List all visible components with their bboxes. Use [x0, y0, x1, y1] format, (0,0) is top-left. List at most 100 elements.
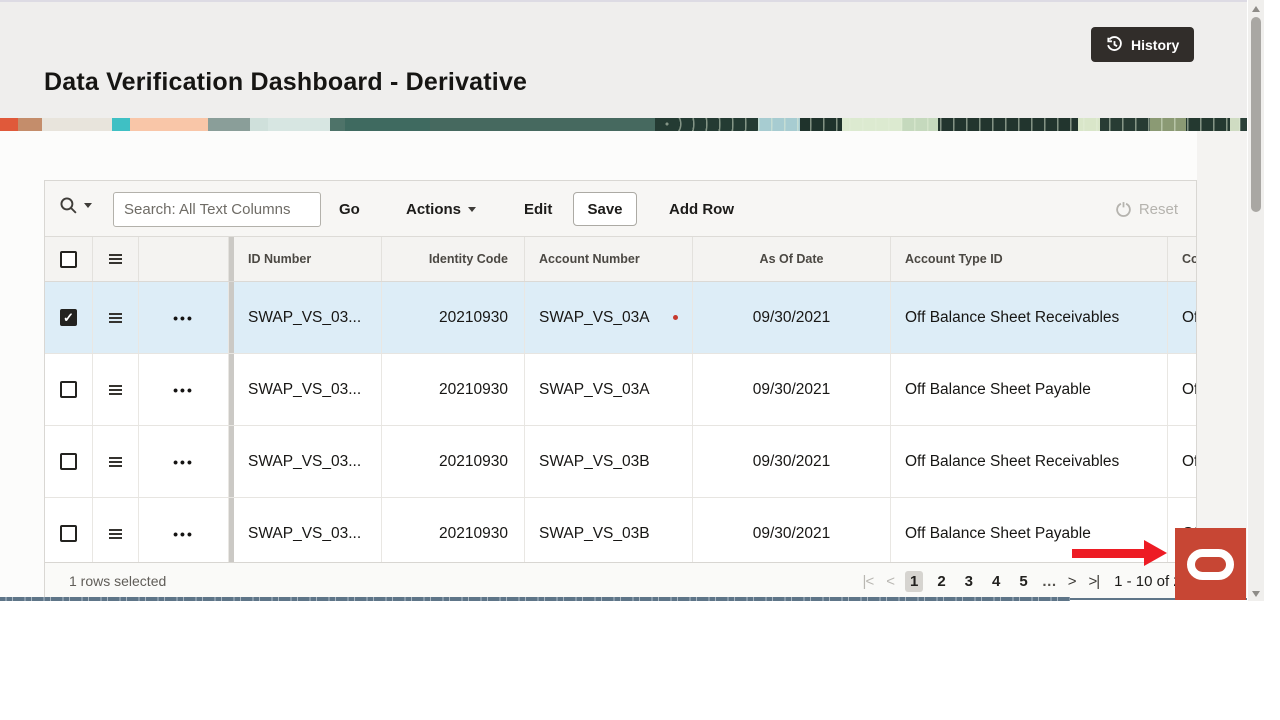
- cell-id-number[interactable]: SWAP_VS_03...: [234, 282, 382, 353]
- edit-button[interactable]: Edit: [524, 181, 552, 237]
- previous-page-button[interactable]: <: [886, 572, 895, 590]
- search-icon: [59, 196, 78, 215]
- next-page-button[interactable]: >: [1067, 572, 1077, 590]
- column-header-co[interactable]: Co: [1182, 252, 1196, 266]
- cell-account-number[interactable]: SWAP_VS_03B: [525, 498, 693, 569]
- column-header-account-type-id[interactable]: Account Type ID: [891, 237, 1168, 281]
- add-row-button-label: Add Row: [669, 200, 734, 218]
- page-number[interactable]: 4: [987, 571, 1005, 592]
- cell-account-type-id[interactable]: Off Balance Sheet Payable: [891, 354, 1168, 425]
- oracle-chat-widget-button[interactable]: [1175, 528, 1246, 600]
- menu-icon: [109, 528, 122, 539]
- row-checkbox[interactable]: [60, 453, 77, 470]
- cell-account-type-id[interactable]: Off Balance Sheet Receivables: [891, 426, 1168, 497]
- select-all-cell[interactable]: [45, 237, 93, 281]
- column-header-as-of-date[interactable]: As Of Date: [693, 237, 891, 281]
- search-input[interactable]: [113, 192, 321, 227]
- page-number[interactable]: 5: [1014, 571, 1032, 592]
- row-actions-icon: •••: [173, 309, 194, 326]
- vertical-scrollbar[interactable]: [1248, 0, 1264, 601]
- row-select-cell[interactable]: [45, 354, 93, 425]
- cell-account-number[interactable]: SWAP_VS_03B: [525, 426, 693, 497]
- cell-identity-code[interactable]: 20210930: [382, 498, 525, 569]
- chevron-down-icon: [468, 206, 477, 212]
- cell-account-type-id[interactable]: Off Balance Sheet Receivables: [891, 282, 1168, 353]
- actions-button-label: Actions: [406, 200, 462, 218]
- row-actions-cell[interactable]: •••: [139, 426, 229, 497]
- cell-id-number[interactable]: SWAP_VS_03...: [234, 426, 382, 497]
- cell-co[interactable]: Of: [1182, 452, 1197, 470]
- table-row: ••• SWAP_VS_03... 20210930 SWAP_VS_03B 0…: [45, 498, 1196, 570]
- column-header-id-number[interactable]: ID Number: [234, 237, 382, 281]
- page-number[interactable]: 1: [904, 570, 924, 592]
- page-header: Data Verification Dashboard - Derivative…: [0, 0, 1247, 118]
- search-scope-button[interactable]: [59, 196, 92, 215]
- chevron-down-icon: [84, 203, 92, 208]
- row-select-cell[interactable]: [45, 498, 93, 569]
- page-bottom-line: [1070, 598, 1247, 600]
- cell-co[interactable]: Of: [1182, 308, 1197, 326]
- right-margin-strip: [1197, 131, 1247, 597]
- scroll-up-arrow-icon[interactable]: [1252, 6, 1260, 12]
- row-actions-cell[interactable]: •••: [139, 282, 229, 353]
- decorative-banner: [0, 118, 1247, 131]
- cell-id-number[interactable]: SWAP_VS_03...: [234, 498, 382, 569]
- row-checkbox[interactable]: [60, 309, 77, 326]
- pagination: |< < 1 2 3 4 5 … > >| 1 - 10 of 28: [861, 563, 1190, 598]
- row-actions-icon: •••: [173, 525, 194, 542]
- cell-as-of-date[interactable]: 09/30/2021: [693, 498, 891, 569]
- header-menu-cell[interactable]: [93, 237, 139, 281]
- last-page-button[interactable]: >|: [1088, 572, 1100, 590]
- rows-selected-status: 1 rows selected: [69, 572, 167, 589]
- row-actions-cell[interactable]: •••: [139, 354, 229, 425]
- grid-header-row: ID Number Identity Code Account Number A…: [45, 237, 1196, 282]
- go-button[interactable]: Go: [339, 181, 360, 237]
- frozen-column-divider: [229, 237, 234, 281]
- reset-button[interactable]: Reset: [1115, 181, 1178, 237]
- oracle-logo-icon: [1187, 548, 1234, 580]
- row-select-cell[interactable]: [45, 426, 93, 497]
- cell-identity-code[interactable]: 20210930: [382, 282, 525, 353]
- cell-account-number[interactable]: SWAP_VS_03A: [525, 282, 693, 353]
- cell-id-number[interactable]: SWAP_VS_03...: [234, 354, 382, 425]
- frozen-column-divider: [229, 354, 234, 425]
- first-page-button[interactable]: |<: [862, 572, 875, 590]
- history-button[interactable]: History: [1091, 27, 1195, 62]
- changed-cell-indicator: [673, 315, 678, 320]
- cell-as-of-date[interactable]: 09/30/2021: [693, 282, 891, 353]
- row-checkbox[interactable]: [60, 525, 77, 542]
- edit-button-label: Edit: [524, 200, 553, 218]
- cell-co[interactable]: Of: [1182, 380, 1197, 398]
- add-row-button[interactable]: Add Row: [669, 181, 734, 237]
- row-menu-cell[interactable]: [93, 426, 139, 497]
- cell-identity-code[interactable]: 20210930: [382, 426, 525, 497]
- scroll-down-arrow-icon[interactable]: [1252, 591, 1260, 597]
- cell-as-of-date[interactable]: 09/30/2021: [693, 354, 891, 425]
- select-all-checkbox[interactable]: [60, 250, 77, 268]
- cell-identity-code[interactable]: 20210930: [382, 354, 525, 425]
- row-menu-cell[interactable]: [93, 282, 139, 353]
- history-button-label: History: [1131, 36, 1180, 53]
- cell-account-type-id[interactable]: Off Balance Sheet Payable: [891, 498, 1168, 569]
- frozen-column-divider: [229, 498, 234, 569]
- cell-account-number[interactable]: SWAP_VS_03A: [525, 354, 693, 425]
- row-actions-icon: •••: [173, 453, 194, 470]
- history-clock-icon: [1106, 36, 1123, 53]
- row-menu-cell[interactable]: [93, 498, 139, 569]
- frozen-column-divider: [229, 426, 234, 497]
- column-header-account-number[interactable]: Account Number: [525, 237, 693, 281]
- row-menu-cell[interactable]: [93, 354, 139, 425]
- frozen-column-divider: [229, 282, 234, 353]
- row-select-cell[interactable]: [45, 282, 93, 353]
- page-number[interactable]: 2: [932, 571, 950, 592]
- save-button[interactable]: Save: [573, 192, 637, 226]
- column-header-identity-code[interactable]: Identity Code: [382, 237, 525, 281]
- menu-icon: [109, 312, 122, 323]
- cell-as-of-date[interactable]: 09/30/2021: [693, 426, 891, 497]
- row-checkbox[interactable]: [60, 381, 77, 398]
- page-number[interactable]: 3: [960, 571, 978, 592]
- scrollbar-thumb[interactable]: [1251, 17, 1261, 212]
- row-actions-cell[interactable]: •••: [139, 498, 229, 569]
- actions-menu-button[interactable]: Actions: [406, 181, 477, 237]
